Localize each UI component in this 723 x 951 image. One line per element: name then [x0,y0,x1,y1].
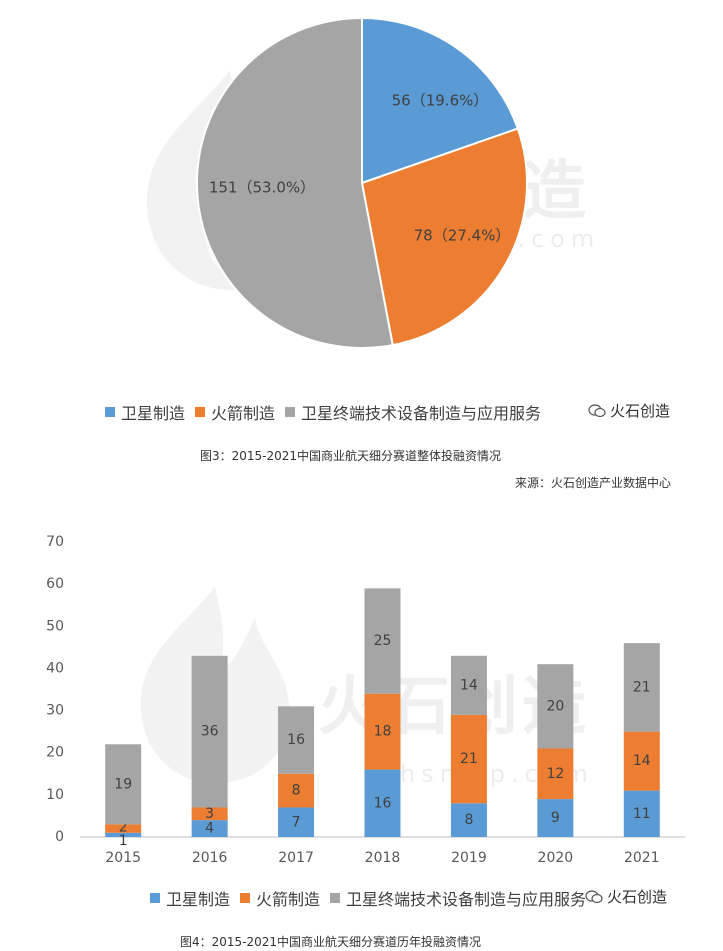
legend-swatch-satellite [105,407,115,417]
bar-data-label: 36 [201,724,219,740]
x-tick-label: 2016 [192,850,228,866]
y-tick-label: 60 [46,576,64,592]
bar-data-label: 25 [374,633,392,649]
bar-segment [537,799,574,837]
pie-legend: 卫星制造 火箭制造 卫星终端技术设备制造与应用服务 [105,400,551,424]
brand-badge-top: 火石创造 [588,400,671,421]
bar-chart: 0102030405060701219201543362016781620171… [46,534,685,866]
figure4-caption: 图4：2015-2021中国商业航天细分赛道历年投融资情况 [180,935,482,949]
legend-item-service: 卫星终端技术设备制造与应用服务 [285,400,541,424]
x-tick-label: 2017 [278,850,314,866]
y-tick-label: 20 [46,745,64,761]
legend-swatch-rocket [240,893,251,903]
bar-segment [105,744,142,825]
bar-data-label: 2 [119,820,128,836]
bar-data-label: 21 [633,679,651,695]
bar-segment [191,807,228,821]
bar-segment [278,773,315,808]
y-tick-label: 30 [46,703,64,719]
x-tick-label: 2021 [624,850,660,866]
pie-slice [196,16,394,349]
bar-data-label: 18 [374,724,392,740]
legend-item-service: 卫星终端技术设备制造与应用服务 [330,886,586,910]
x-tick-label: 2019 [451,850,487,866]
y-tick-label: 40 [46,660,64,676]
bar-segment [537,748,574,800]
legend-label-service: 卫星终端技术设备制造与应用服务 [301,404,542,423]
y-tick-label: 10 [46,787,64,803]
legend-swatch-satellite [150,893,160,903]
bar-segment [450,655,487,715]
bar-data-label: 7 [292,814,301,830]
x-tick-label: 2018 [365,850,401,866]
bar-segment [450,803,487,837]
bar-data-label: 12 [546,766,564,782]
legend-item-rocket: 火箭制造 [240,886,320,910]
pie-data-label: 78（27.4%） [414,227,511,245]
pie-chart: 56（19.6%） 78（27.4%） 151（53.0%） [196,16,528,349]
bar-segment [364,693,401,770]
bar-segment [364,769,401,837]
bar-segment [364,588,401,694]
legend-swatch-rocket [195,407,206,417]
wechat-icon [588,403,606,418]
y-tick-label: 0 [55,829,64,845]
bar-segment [623,731,660,791]
bar-segment [623,790,660,837]
bar-legend: 卫星制造 火箭制造 卫星终端技术设备制造与应用服务 [150,886,596,910]
legend-item-satellite: 卫星制造 [105,400,185,424]
bar-data-label: 8 [292,783,301,799]
legend-label-rocket: 火箭制造 [256,890,321,909]
figure3-caption: 图3：2015-2021中国商业航天细分赛道整体投融资情况 [200,449,502,463]
pie-data-label: 151（53.0%） [209,179,315,197]
bar-data-label: 4 [205,821,214,837]
brand-badge-text: 火石创造 [607,888,668,906]
x-tick-label: 2015 [105,850,141,866]
figure3-source: 来源：火石创造产业数据中心 [515,476,672,490]
bar-data-label: 14 [633,753,651,769]
bar-segment [105,832,142,837]
bar-data-label: 8 [464,812,473,828]
brand-badge-text: 火石创造 [610,402,671,420]
brand-badge-bottom: 火石创造 [585,886,668,907]
legend-label-rocket: 火箭制造 [211,404,276,423]
legend-swatch-service [330,893,341,903]
legend-label-service: 卫星终端技术设备制造与应用服务 [346,890,587,909]
bar-data-label: 1 [119,833,128,849]
bar-segment [191,655,228,808]
wechat-icon [585,889,603,904]
bar-data-label: 14 [460,677,478,693]
legend-item-satellite: 卫星制造 [150,886,230,910]
bar-segment [537,664,574,749]
bar-segment [278,706,315,774]
legend-label-satellite: 卫星制造 [121,404,186,423]
x-tick-label: 2020 [538,850,574,866]
legend-swatch-service [285,407,296,417]
bar-data-label: 20 [546,698,564,714]
bar-segment [105,824,142,833]
pie-slice [360,127,528,347]
legend-item-rocket: 火箭制造 [195,400,275,424]
legend-label-satellite: 卫星制造 [166,890,231,909]
bar-data-label: 16 [287,732,305,748]
bar-data-label: 11 [633,806,651,822]
bar-segment [450,714,487,804]
bar-data-label: 9 [551,810,560,826]
pie-data-label: 56（19.6%） [392,92,489,110]
bar-data-label: 21 [460,751,478,767]
bar-segment [623,643,660,732]
bar-segment [278,807,315,837]
bar-data-label: 19 [114,776,132,792]
bar-data-label: 3 [205,806,214,822]
y-tick-label: 50 [46,618,64,634]
y-tick-label: 70 [46,534,64,550]
bar-data-label: 16 [374,795,392,811]
bar-segment [191,820,228,837]
